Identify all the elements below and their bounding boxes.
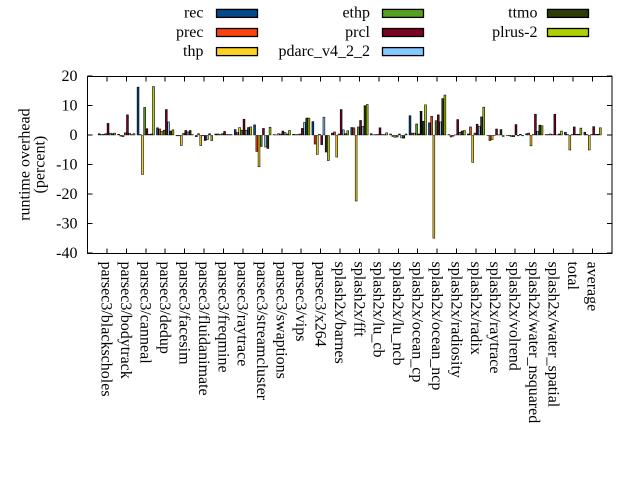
svg-text:-10: -10 bbox=[56, 157, 77, 174]
svg-text:splash2x/volrend: splash2x/volrend bbox=[506, 262, 523, 371]
svg-text:parsec3/raytrace: parsec3/raytrace bbox=[234, 262, 251, 367]
svg-text:ethp: ethp bbox=[342, 5, 370, 22]
svg-text:-20: -20 bbox=[56, 186, 77, 203]
svg-text:average: average bbox=[583, 262, 600, 312]
svg-text:splash2x/radiosity: splash2x/radiosity bbox=[447, 262, 464, 378]
svg-text:parsec3/freqmine: parsec3/freqmine bbox=[214, 262, 231, 373]
svg-text:pdarc_v4_2_2: pdarc_v4_2_2 bbox=[278, 43, 370, 60]
svg-text:rec: rec bbox=[184, 5, 204, 22]
svg-text:(percent): (percent) bbox=[32, 136, 49, 194]
svg-text:splash2x/lu_cb: splash2x/lu_cb bbox=[370, 262, 387, 358]
svg-text:splash2x/ocean_cp: splash2x/ocean_cp bbox=[409, 262, 426, 383]
svg-text:parsec3/streamcluster: parsec3/streamcluster bbox=[253, 262, 270, 401]
svg-text:-30: -30 bbox=[56, 216, 77, 233]
svg-text:-40: -40 bbox=[56, 245, 77, 262]
svg-text:thp: thp bbox=[183, 43, 203, 60]
svg-text:0: 0 bbox=[70, 127, 78, 144]
svg-text:prec: prec bbox=[176, 24, 204, 41]
svg-text:parsec3/bodytrack: parsec3/bodytrack bbox=[117, 262, 134, 379]
svg-text:parsec3/vips: parsec3/vips bbox=[292, 262, 309, 342]
svg-text:parsec3/blackscholes: parsec3/blackscholes bbox=[98, 262, 115, 397]
svg-text:plrus-2: plrus-2 bbox=[492, 24, 537, 41]
svg-text:total: total bbox=[564, 262, 581, 291]
svg-text:splash2x/radix: splash2x/radix bbox=[467, 262, 484, 355]
svg-text:prcl: prcl bbox=[345, 24, 370, 41]
svg-text:parsec3/dedup: parsec3/dedup bbox=[156, 262, 173, 354]
svg-text:splash2x/water_nsquared: splash2x/water_nsquared bbox=[525, 262, 542, 424]
svg-text:ttmo: ttmo bbox=[508, 5, 537, 22]
svg-text:splash2x/fft: splash2x/fft bbox=[350, 262, 367, 338]
svg-text:splash2x/lu_ncb: splash2x/lu_ncb bbox=[389, 262, 406, 366]
svg-text:splash2x/barnes: splash2x/barnes bbox=[331, 262, 348, 364]
svg-text:10: 10 bbox=[62, 98, 78, 115]
svg-text:runtime overhead: runtime overhead bbox=[17, 108, 34, 220]
svg-text:parsec3/canneal: parsec3/canneal bbox=[137, 262, 154, 365]
svg-text:splash2x/ocean_ncp: splash2x/ocean_ncp bbox=[428, 262, 445, 391]
svg-text:parsec3/x264: parsec3/x264 bbox=[311, 262, 328, 347]
svg-text:splash2x/water_spatial: splash2x/water_spatial bbox=[545, 262, 562, 408]
svg-text:parsec3/facesim: parsec3/facesim bbox=[175, 262, 192, 366]
svg-text:parsec3/swaptions: parsec3/swaptions bbox=[273, 262, 290, 379]
svg-text:splash2x/raytrace: splash2x/raytrace bbox=[486, 262, 503, 374]
svg-text:20: 20 bbox=[62, 68, 78, 85]
svg-text:parsec3/fluidanimate: parsec3/fluidanimate bbox=[195, 262, 212, 396]
